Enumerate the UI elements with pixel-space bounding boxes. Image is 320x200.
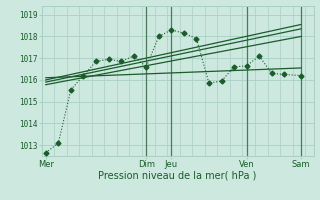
X-axis label: Pression niveau de la mer( hPa ): Pression niveau de la mer( hPa )	[99, 171, 257, 181]
